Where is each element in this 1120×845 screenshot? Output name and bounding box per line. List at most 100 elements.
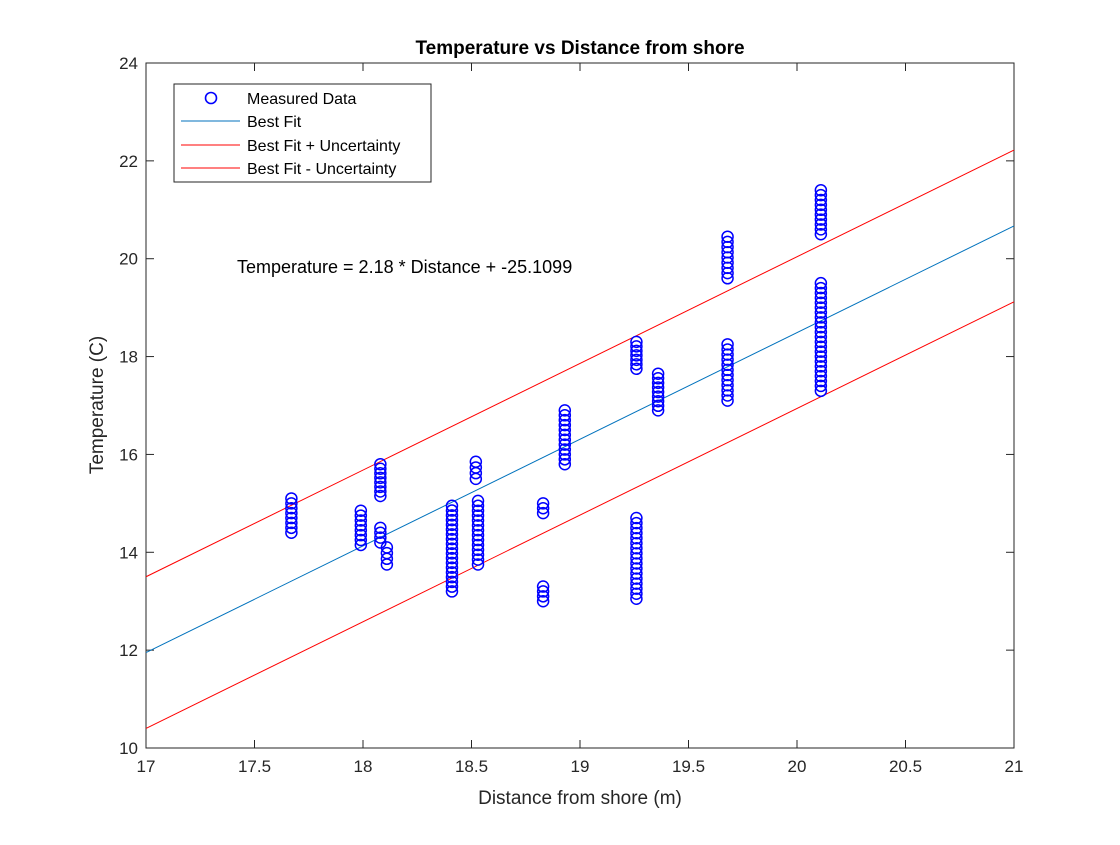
data-point	[374, 531, 387, 544]
data-point	[445, 504, 459, 517]
data-point	[814, 286, 828, 300]
data-point	[630, 349, 643, 362]
data-point	[814, 218, 828, 231]
data-point	[651, 372, 665, 385]
data-point	[721, 338, 734, 351]
data-point	[814, 223, 828, 236]
data-point	[630, 562, 643, 575]
data-point	[471, 553, 485, 566]
data-point	[471, 509, 485, 522]
legend-marker-measured	[204, 91, 218, 105]
data-point	[558, 423, 572, 437]
data-point	[354, 524, 368, 537]
data-point	[285, 492, 298, 505]
data-point	[374, 485, 387, 498]
y-axis-label: Temperature (C)	[87, 336, 108, 474]
legend-label-minus-uncertainty: Best Fit - Uncertainty	[247, 161, 396, 178]
data-point	[630, 592, 643, 606]
data-point	[721, 368, 734, 382]
data-point	[558, 409, 572, 422]
y-tick-label: 14	[119, 543, 138, 562]
x-tick-label: 19.5	[672, 757, 705, 776]
x-tick-label: 17.5	[238, 757, 271, 776]
data-point	[630, 344, 643, 358]
data-point	[445, 585, 459, 598]
data-point	[814, 291, 828, 305]
data-point	[558, 457, 572, 471]
x-axis-label: Distance from shore (m)	[478, 788, 682, 809]
data-point	[445, 523, 459, 536]
data-point	[630, 358, 643, 371]
legend-label-measured: Measured Data	[247, 91, 356, 108]
data-point	[814, 350, 828, 363]
data-point	[285, 521, 298, 535]
data-point	[558, 418, 572, 432]
y-tick-label: 24	[119, 54, 138, 73]
data-point	[558, 428, 572, 442]
data-point	[285, 502, 298, 515]
data-point	[558, 453, 572, 466]
data-point	[536, 594, 550, 608]
data-point	[285, 506, 298, 520]
data-point	[814, 360, 828, 373]
data-point	[814, 320, 828, 334]
data-point	[374, 476, 387, 489]
data-point	[354, 519, 368, 532]
data-point	[630, 547, 643, 560]
data-point	[814, 188, 828, 202]
data-point	[814, 301, 828, 314]
y-tick-label: 16	[119, 445, 138, 464]
data-point	[471, 548, 485, 561]
data-point	[651, 399, 665, 413]
data-point	[721, 353, 734, 366]
y-tick-label: 10	[119, 739, 138, 758]
data-point	[374, 521, 387, 535]
data-point	[814, 276, 828, 290]
data-point	[630, 567, 643, 580]
data-point	[445, 542, 459, 555]
y-tick-label: 22	[119, 152, 138, 171]
data-point	[536, 580, 550, 593]
data-point	[814, 203, 828, 217]
data-point	[354, 509, 368, 522]
x-tick-label: 18	[354, 757, 373, 776]
data-point	[630, 526, 643, 540]
data-point	[374, 462, 387, 476]
data-point	[445, 580, 459, 593]
data-point	[374, 467, 387, 480]
data-point	[445, 537, 459, 551]
data-point	[721, 230, 734, 243]
legend-label-plus-uncertainty: Best Fit + Uncertainty	[247, 138, 400, 155]
data-point	[380, 546, 394, 560]
data-point	[471, 528, 485, 542]
data-point	[630, 537, 643, 550]
data-point	[630, 531, 643, 545]
data-point	[814, 296, 828, 309]
data-point	[445, 570, 459, 584]
data-point	[814, 208, 828, 221]
data-point	[469, 461, 483, 474]
data-point	[814, 228, 828, 241]
data-point	[630, 542, 643, 555]
legend-label-best-fit: Best Fit	[247, 114, 302, 131]
upper-uncertainty-line	[145, 149, 1015, 578]
data-point	[471, 494, 485, 508]
data-point	[814, 365, 828, 378]
data-point	[814, 345, 828, 358]
data-point	[630, 353, 643, 367]
data-point	[445, 547, 459, 560]
data-point	[354, 514, 368, 527]
x-tick-label: 21	[1005, 757, 1024, 776]
data-point	[651, 376, 665, 390]
data-point	[651, 404, 665, 417]
data-point	[471, 533, 485, 547]
data-point	[536, 585, 550, 598]
data-point	[721, 384, 734, 397]
data-point	[445, 513, 459, 527]
data-point	[814, 316, 828, 329]
data-point	[721, 358, 734, 372]
chart-title: Temperature vs Distance from shore	[415, 38, 744, 59]
data-point	[469, 455, 483, 469]
data-point	[471, 524, 485, 537]
